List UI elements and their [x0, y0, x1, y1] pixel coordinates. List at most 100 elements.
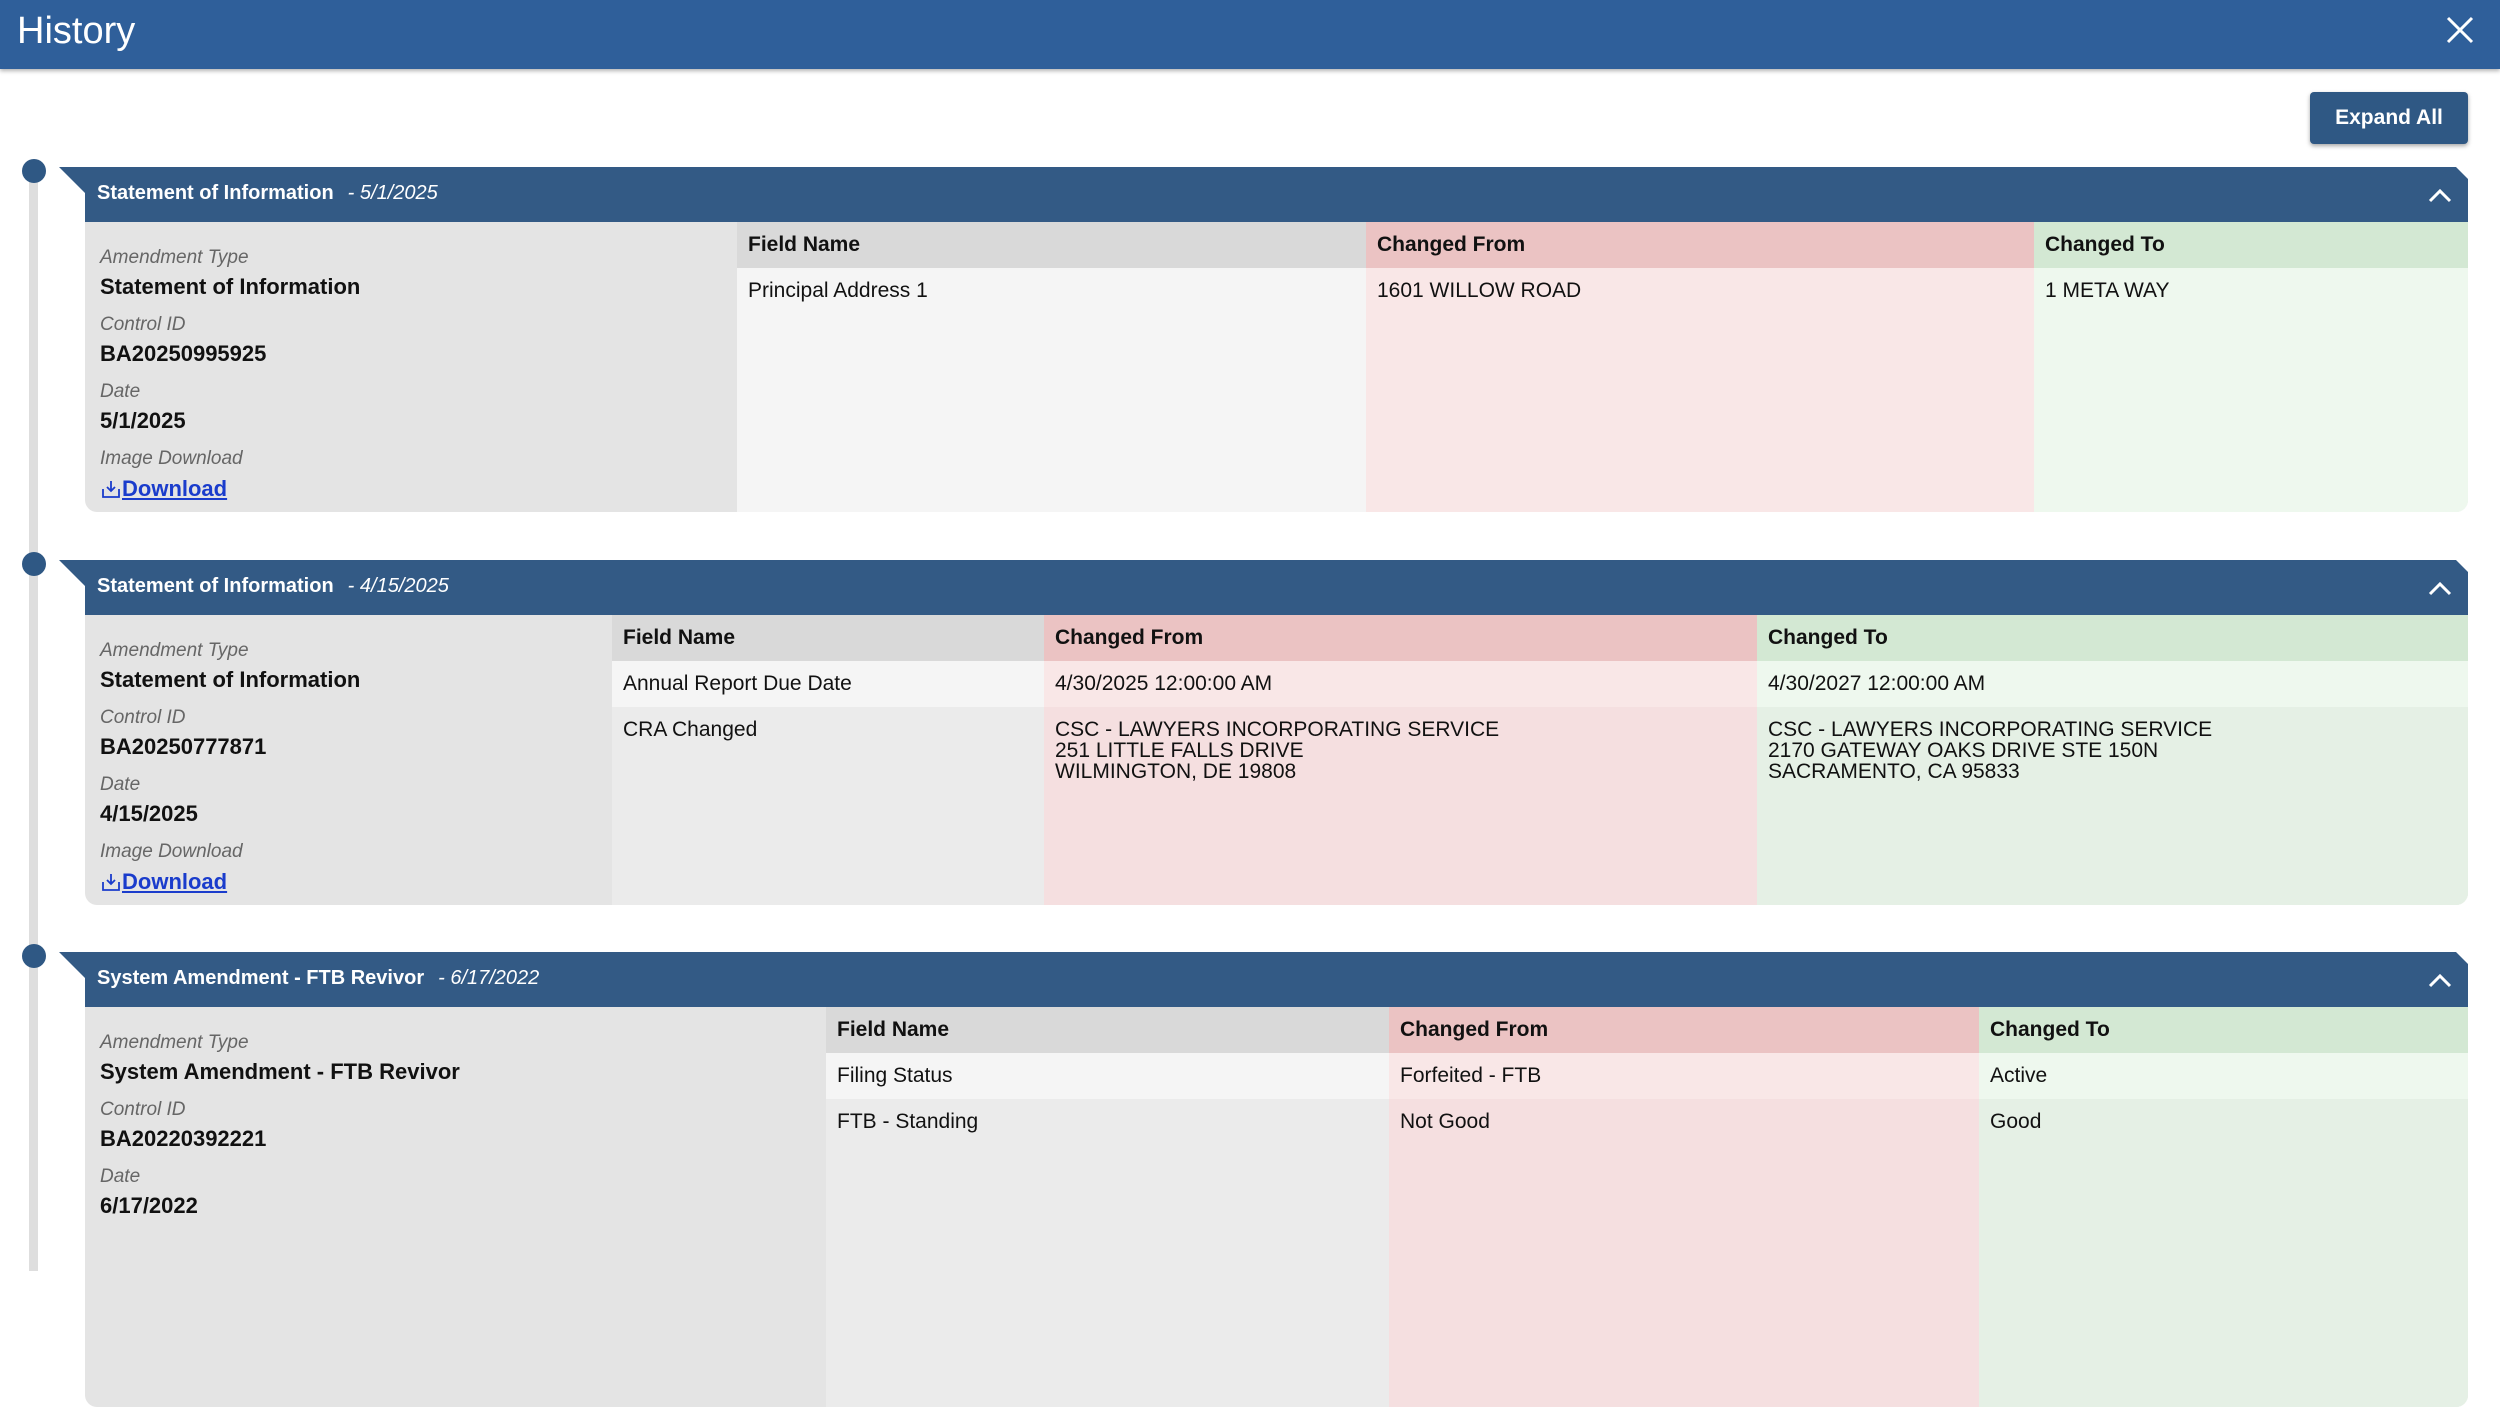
cell-line: Not Good — [1400, 1110, 1490, 1133]
column-header: Field Name — [826, 1007, 1389, 1053]
cell-line: 4/30/2025 12:00:00 AM — [1055, 672, 1273, 695]
control-id-label: Control ID — [100, 1099, 186, 1120]
timeline — [29, 171, 38, 1271]
panel-header: Statement of Information - 4/15/2025 — [59, 560, 2468, 615]
change-column: Field Name Annual Report Due Date CRA Chan… — [612, 615, 1044, 905]
table-cell: 4/30/2025 12:00:00 AM — [1044, 661, 1757, 707]
timeline-dot — [22, 552, 46, 576]
amendment-type-label: Amendment Type — [100, 1032, 249, 1053]
close-button[interactable] — [2446, 16, 2474, 44]
date-label: Date — [100, 774, 141, 795]
download-icon[interactable] — [100, 871, 122, 893]
panel-date: - 5/1/2025 — [347, 182, 438, 204]
cell-line: WILMINGTON, DE 19808 — [1055, 760, 1297, 783]
control-id: BA20220392221 — [100, 1126, 267, 1151]
table-cell: 1601 WILLOW ROAD — [1366, 268, 2034, 512]
timeline-dot — [22, 944, 46, 968]
column-header: Changed To — [1757, 615, 2468, 661]
table-cell: 1 META WAY — [2034, 268, 2468, 512]
column-header: Changed From — [1044, 615, 1757, 661]
panel-header: Statement of Information - 5/1/2025 — [59, 167, 2468, 222]
cell-line: Principal Address 1 — [748, 279, 928, 302]
table-cell: Forfeited - FTB — [1389, 1053, 1979, 1099]
cell-line: CSC - LAWYERS INCORPORATING SERVICE — [1768, 718, 2213, 741]
column-header: Changed From — [1366, 222, 2034, 268]
control-id-label: Control ID — [100, 707, 186, 728]
column-header: Changed From — [1389, 1007, 1979, 1053]
change-column: Changed From 1601 WILLOW ROAD — [1366, 222, 2034, 512]
table-cell: Principal Address 1 — [737, 268, 1366, 512]
panel-body: Amendment Type System Amendment - FTB Rev… — [85, 1007, 2468, 1407]
change-column: Changed To 4/30/2027 12:00:00 AM CSC - LAW… — [1757, 615, 2468, 905]
amendment-type-label: Amendment Type — [100, 640, 249, 661]
download-icon[interactable] — [100, 478, 122, 500]
date-label: Date — [100, 381, 141, 402]
collapse-toggle[interactable] — [2428, 187, 2452, 203]
cell-line: Good — [1990, 1110, 2042, 1133]
column-header: Changed To — [1979, 1007, 2468, 1053]
panel-date: - 4/15/2025 — [347, 575, 449, 597]
panel-title: System Amendment - FTB Revivor - 6/17/202… — [97, 967, 539, 990]
change-column: Field Name Filing Status FTB - Standing — [826, 1007, 1389, 1407]
table-cell: CSC - LAWYERS INCORPORATING SERVICE 251 L… — [1044, 707, 1757, 905]
change-column: Changed To 1 META WAY — [2034, 222, 2468, 512]
panel-body: Amendment Type Statement of Information Co… — [85, 615, 2468, 905]
panel-date: - 6/17/2022 — [438, 967, 540, 989]
download-text[interactable]: Download — [122, 869, 228, 894]
image-download-label: Image Download — [100, 448, 243, 469]
cell-line: Forfeited - FTB — [1400, 1064, 1542, 1087]
expand-all-button[interactable]: Expand All — [2310, 92, 2468, 144]
image-download-label: Image Download — [100, 841, 243, 862]
column-header: Changed To — [2034, 222, 2468, 268]
amendment-type-label: Amendment Type — [100, 247, 249, 268]
date: 4/15/2025 — [100, 801, 198, 826]
cell-line: 4/30/2027 12:00:00 AM — [1768, 672, 1986, 695]
column-header: Field Name — [612, 615, 1044, 661]
date-label: Date — [100, 1166, 141, 1187]
table-cell: CRA Changed — [612, 707, 1044, 905]
download-text[interactable]: Download — [122, 476, 228, 501]
column-header: Field Name — [737, 222, 1366, 268]
panel-title-text: System Amendment - FTB Revivor — [97, 967, 425, 989]
panel-title: Statement of Information - 5/1/2025 — [97, 182, 438, 205]
cell-line: 251 LITTLE FALLS DRIVE — [1055, 739, 1304, 762]
cell-line: Annual Report Due Date — [623, 672, 852, 695]
table-cell: Annual Report Due Date — [612, 661, 1044, 707]
cell-line: 1 META WAY — [2045, 279, 2170, 302]
date: 6/17/2022 — [100, 1193, 198, 1218]
amendment-type: Statement of Information — [100, 667, 361, 692]
table-cell: Good — [1979, 1099, 2468, 1407]
table-cell: 4/30/2027 12:00:00 AM — [1757, 661, 2468, 707]
table-cell: FTB - Standing — [826, 1099, 1389, 1407]
download-link[interactable]: Download — [100, 476, 227, 502]
change-column: Changed From 4/30/2025 12:00:00 AM CSC - L… — [1044, 615, 1757, 905]
cell-line: CSC - LAWYERS INCORPORATING SERVICE — [1055, 718, 1500, 741]
cell-line: FTB - Standing — [837, 1110, 979, 1133]
table-cell: Active — [1979, 1053, 2468, 1099]
amendment-type: System Amendment - FTB Revivor — [100, 1059, 460, 1084]
control-id: BA20250777871 — [100, 734, 267, 759]
change-column: Changed From Forfeited - FTB Not Good — [1389, 1007, 1979, 1407]
collapse-toggle[interactable] — [2428, 580, 2452, 596]
panel-header: System Amendment - FTB Revivor - 6/17/202… — [59, 952, 2468, 1007]
cell-line: 2170 GATEWAY OAKS DRIVE STE 150N — [1768, 739, 2159, 762]
cell-line: 1601 WILLOW ROAD — [1377, 279, 1582, 302]
table-cell: CSC - LAWYERS INCORPORATING SERVICE 2170 … — [1757, 707, 2468, 905]
collapse-toggle[interactable] — [2428, 972, 2452, 988]
panel-title-text: Statement of Information — [97, 182, 334, 204]
download-link[interactable]: Download — [100, 869, 227, 895]
change-column: Field Name Principal Address 1 — [737, 222, 1366, 512]
amendment-type: Statement of Information — [100, 274, 361, 299]
panel-title: Statement of Information - 4/15/2025 — [97, 575, 449, 598]
cell-line: CRA Changed — [623, 718, 758, 741]
table-cell: Not Good — [1389, 1099, 1979, 1407]
panel-title-text: Statement of Information — [97, 575, 334, 597]
control-id-label: Control ID — [100, 314, 186, 335]
date: 5/1/2025 — [100, 408, 186, 433]
cell-line: Filing Status — [837, 1064, 953, 1087]
dialog-title: History — [17, 10, 136, 52]
timeline-dot — [22, 159, 46, 183]
cell-line: Active — [1990, 1064, 2048, 1087]
table-cell: Filing Status — [826, 1053, 1389, 1099]
